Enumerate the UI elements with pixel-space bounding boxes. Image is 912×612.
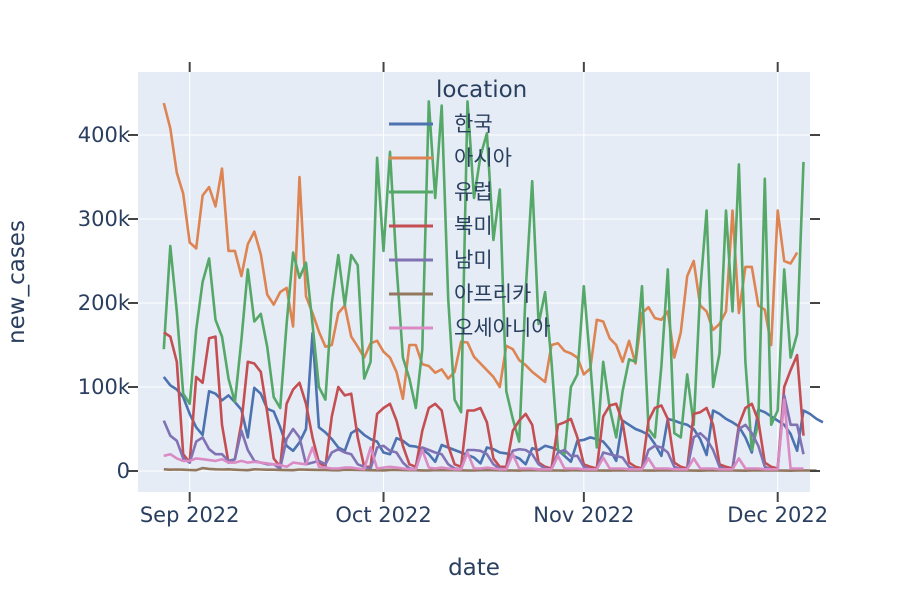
x-tick-label: Dec 2022 (727, 503, 828, 527)
series-lines (162, 100, 824, 473)
legend-label: 남미 (454, 248, 493, 272)
x-tick-label: Oct 2022 (335, 503, 431, 527)
legend-label: 오세아니아 (454, 316, 551, 340)
legend-label: 한국 (454, 112, 493, 136)
y-tick-label: 400k (78, 123, 131, 147)
series-line-0 (162, 331, 824, 466)
x-tick-label: Nov 2022 (533, 503, 634, 527)
y-axis-ticks: 0 100k 200k 300k 400k (78, 123, 820, 483)
y-tick-label: 100k (78, 375, 131, 399)
series-line-5 (163, 466, 817, 473)
y-tick-label: 0 (117, 459, 130, 483)
legend-title: location (436, 77, 527, 103)
legend-label: 아프리카 (454, 282, 531, 306)
y-tick-label: 200k (78, 291, 131, 315)
legend-label: 아시아 (454, 146, 512, 170)
legend-label: 북미 (454, 214, 493, 238)
series-line-1 (162, 102, 799, 401)
x-tick-label: Sep 2022 (140, 503, 240, 527)
y-tick-label: 300k (78, 207, 131, 231)
x-axis-title: date (448, 555, 500, 581)
y-axis-title: new_cases (4, 220, 30, 344)
x-axis-ticks: Sep 2022 Oct 2022 Nov 2022 Dec 2022 (140, 62, 828, 527)
series-line-6 (163, 398, 804, 471)
series-line-3 (163, 331, 805, 470)
series-line-2 (162, 100, 805, 456)
legend-label: 유럽 (454, 180, 493, 204)
